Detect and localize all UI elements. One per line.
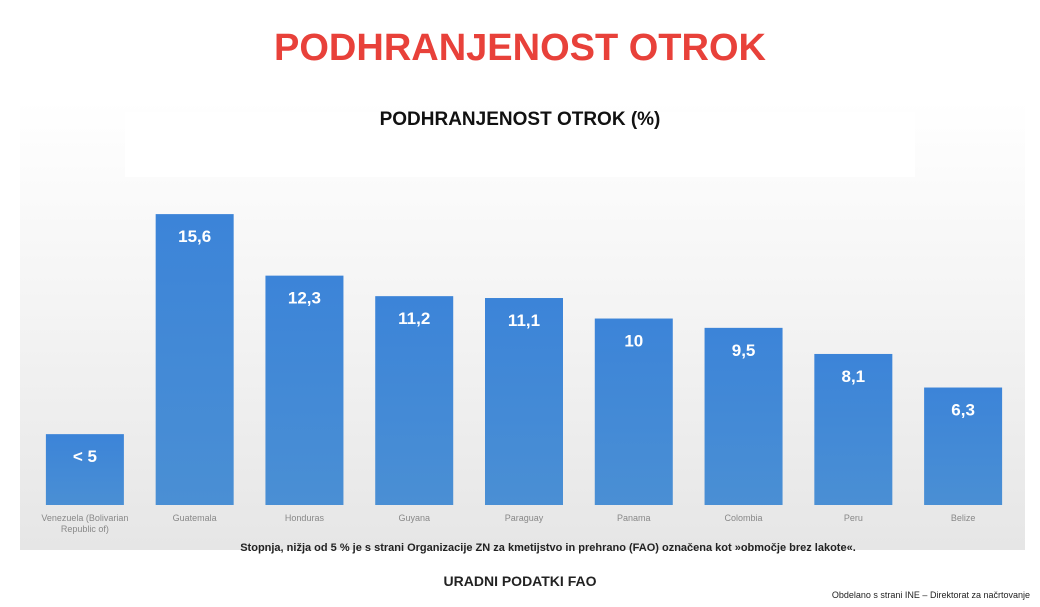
- value-label: 8,1: [842, 367, 866, 386]
- chart-title: PODHRANJENOST OTROK (%): [380, 109, 661, 130]
- credit: Obdelano s strani INE – Direktorat za na…: [832, 590, 1030, 600]
- x-tick-label: Peru: [843, 513, 863, 523]
- title-box: [125, 112, 915, 177]
- x-tick-label: Guyana: [398, 513, 430, 523]
- bar: [594, 318, 673, 505]
- value-label: 15,6: [178, 227, 211, 246]
- bar: [375, 296, 454, 505]
- x-tick-label: Colombia: [724, 513, 763, 523]
- value-label: 6,3: [951, 401, 975, 420]
- bar: [704, 327, 783, 505]
- x-tick-label: Honduras: [284, 513, 324, 523]
- note: Stopnja, nižja od 5 % je s strani Organi…: [240, 542, 856, 554]
- x-tick-label: Panama: [617, 513, 651, 523]
- x-tick-label: Guatemala: [172, 513, 217, 523]
- value-label: 11,2: [398, 309, 430, 328]
- bar: [45, 434, 124, 505]
- value-label: 10: [624, 332, 643, 351]
- value-label: 11,1: [508, 311, 540, 330]
- page-heading: PODHRANJENOST OTROK: [274, 27, 766, 69]
- x-tick-label: Venezuela (Bolivarian Republic of): [41, 513, 129, 534]
- value-label: 9,5: [732, 341, 756, 360]
- bar: [265, 275, 344, 505]
- value-label: < 5: [73, 447, 97, 466]
- bar: [814, 353, 893, 505]
- source: URADNI PODATKI FAO: [444, 573, 597, 589]
- value-label: 12,3: [288, 289, 321, 308]
- x-tick-label: Belize: [950, 513, 976, 523]
- bar: [155, 214, 234, 505]
- bar: [924, 387, 1003, 505]
- bar: [485, 298, 563, 505]
- x-tick-label: Paraguay: [504, 513, 544, 523]
